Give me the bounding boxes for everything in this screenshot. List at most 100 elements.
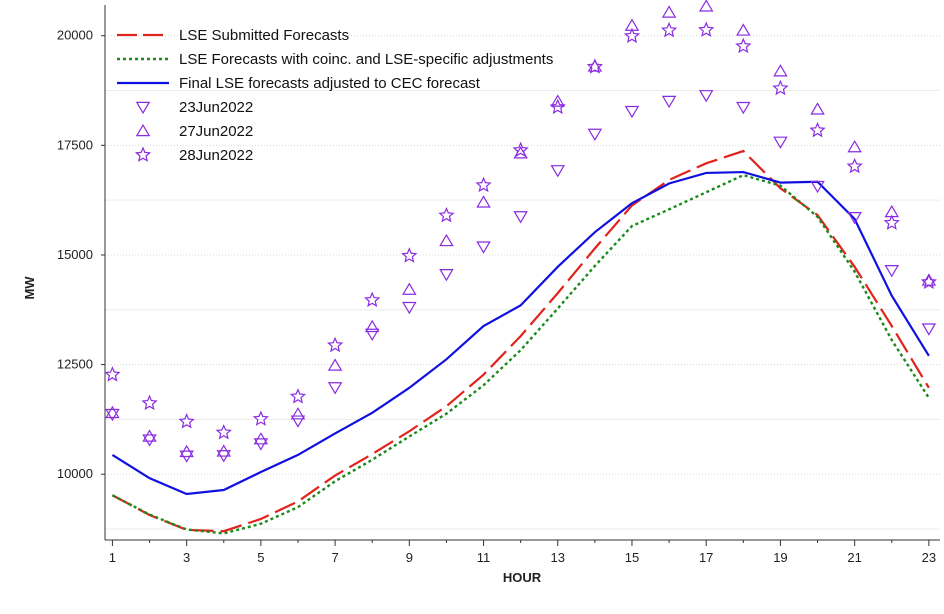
series-3-point	[513, 211, 528, 224]
series-3-point	[402, 301, 417, 315]
series-5-point	[660, 21, 678, 38]
series-5-point	[438, 206, 455, 223]
series-4-point	[142, 429, 157, 442]
series-4-point	[810, 102, 825, 115]
y-axis-title: MW	[22, 276, 37, 300]
legend-marker-5	[134, 146, 152, 162]
legend-label-1: LSE Forecasts with coinc. and LSE-specif…	[179, 51, 553, 68]
x-tick-label: 11	[477, 550, 491, 565]
series-3-point	[476, 241, 491, 254]
series-4-point	[439, 233, 454, 247]
x-tick-label: 7	[331, 550, 338, 565]
series-4-point	[476, 195, 491, 208]
series-5-point	[289, 388, 307, 404]
series-3-point	[439, 269, 454, 282]
series-4-point	[773, 64, 788, 77]
series-4-point	[290, 407, 306, 420]
x-tick-label: 23	[922, 550, 936, 565]
x-tick-label: 5	[257, 550, 264, 565]
series-5-point	[698, 21, 715, 37]
x-tick-label: 21	[847, 550, 861, 565]
series-4-point	[364, 319, 380, 333]
series-3-point	[884, 265, 900, 278]
series-3-point	[364, 328, 380, 341]
series-4-point	[550, 94, 566, 107]
series-3-point	[587, 128, 603, 141]
series-5-point	[846, 157, 863, 174]
legend-marker-4	[135, 123, 151, 137]
legend-label-2: Final LSE forecasts adjusted to CEC fore…	[179, 75, 481, 92]
x-axis-title: HOUR	[503, 570, 542, 585]
legend-label-0: LSE Submitted Forecasts	[179, 27, 349, 44]
series-5-point	[735, 37, 752, 54]
series-3-point	[624, 105, 640, 119]
series-2-line	[111, 170, 930, 496]
series-4-point	[698, 0, 714, 12]
series-5-point	[883, 214, 900, 230]
series-4-point	[253, 432, 269, 445]
legend-marker-3	[135, 101, 151, 115]
x-tick-label: 15	[625, 550, 639, 565]
series-5-point	[215, 424, 232, 440]
series-5-point	[178, 413, 195, 429]
x-tick-label: 19	[773, 550, 787, 565]
series-5-point	[401, 247, 418, 263]
series-5-point	[364, 291, 381, 308]
series-4-point	[216, 444, 232, 457]
legend-label-4: 27Jun2022	[179, 123, 253, 140]
marker-layer	[104, 0, 937, 463]
series-5-point	[104, 366, 121, 382]
series-4-point	[402, 282, 417, 295]
series-5-point	[326, 336, 344, 353]
legend: LSE Submitted Forecasts LSE Forecasts wit…	[117, 27, 553, 164]
series-3-point	[290, 415, 306, 428]
series-3-point	[847, 211, 862, 225]
series-4-point	[587, 59, 603, 72]
legend-label-3: 23Jun2022	[179, 99, 253, 116]
series-3-point	[105, 408, 120, 422]
series-5-point	[512, 141, 529, 158]
y-tick-label: 20000	[57, 28, 93, 43]
series-3-point	[810, 180, 825, 194]
series-5-point	[141, 394, 158, 411]
series-5-point	[586, 58, 603, 74]
axes-layer	[104, 5, 940, 541]
series-5-point	[809, 121, 826, 138]
y-tick-label: 15000	[57, 247, 93, 262]
series-4-point	[736, 23, 751, 36]
series-5-point	[623, 27, 641, 44]
series-4-point	[661, 5, 677, 18]
series-4-point	[105, 405, 120, 419]
series-5-point	[549, 98, 566, 115]
series-5-point	[920, 273, 937, 290]
series-1-line	[111, 173, 930, 535]
series-3-point	[736, 101, 751, 115]
x-tick-label: 17	[699, 550, 713, 565]
y-tick-label: 17500	[57, 137, 93, 152]
x-tick-label: 3	[183, 550, 190, 565]
series-3-point	[698, 90, 714, 103]
series-4-point	[327, 358, 343, 371]
series-5-point	[252, 410, 269, 426]
series-3-point	[142, 434, 157, 447]
x-tick-label: 9	[406, 550, 413, 565]
series-5-point	[772, 79, 789, 96]
y-tick-label: 10000	[57, 466, 93, 481]
series-3-point	[661, 95, 677, 109]
series-3-point	[550, 165, 566, 178]
series-3-point	[327, 382, 343, 395]
series-3-point	[773, 136, 788, 149]
legend-label-5: 28Jun2022	[179, 147, 253, 164]
series-5-point	[475, 176, 492, 193]
series-4-point	[847, 140, 862, 153]
series-4-point	[179, 444, 194, 458]
y-tick-label: 12500	[57, 357, 93, 372]
series-3-point	[921, 323, 937, 336]
x-tick-label: 1	[109, 550, 116, 565]
x-tick-label: 13	[551, 550, 565, 565]
series-layer	[111, 149, 930, 535]
